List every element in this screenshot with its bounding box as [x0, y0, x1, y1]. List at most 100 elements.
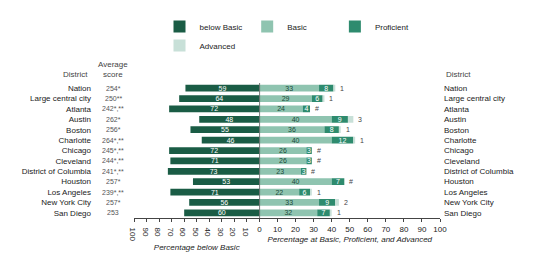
svg-text:250**: 250** — [105, 95, 122, 102]
svg-text:Percentage below Basic: Percentage below Basic — [154, 243, 240, 252]
svg-text:239*,**: 239*,** — [102, 189, 124, 196]
svg-text:Cleveland: Cleveland — [444, 157, 480, 166]
svg-text:7: 7 — [322, 209, 326, 216]
svg-text:Austin: Austin — [444, 115, 466, 124]
svg-text:10: 10 — [273, 225, 282, 234]
svg-text:Chicago: Chicago — [444, 146, 474, 155]
svg-text:Proficient: Proficient — [375, 23, 409, 32]
svg-text:64: 64 — [215, 95, 223, 102]
svg-text:26: 26 — [279, 147, 287, 154]
svg-text:Chicago: Chicago — [62, 146, 92, 155]
svg-text:33: 33 — [285, 85, 293, 92]
svg-text:New York City: New York City — [41, 198, 91, 207]
svg-text:#: # — [317, 157, 321, 164]
svg-text:72: 72 — [210, 147, 218, 154]
svg-text:1: 1 — [346, 126, 350, 133]
svg-text:3: 3 — [307, 157, 311, 164]
svg-text:245*,**: 245*,** — [102, 147, 124, 154]
svg-text:10: 10 — [241, 228, 250, 237]
svg-text:262*: 262* — [106, 116, 121, 123]
svg-text:40: 40 — [292, 178, 300, 185]
svg-text:Boston: Boston — [444, 126, 469, 135]
svg-text:San Diego: San Diego — [54, 209, 92, 218]
svg-text:90: 90 — [141, 228, 150, 237]
svg-text:60: 60 — [178, 228, 187, 237]
svg-text:1: 1 — [317, 189, 321, 196]
svg-text:60: 60 — [363, 225, 372, 234]
svg-text:242*,**: 242*,** — [102, 105, 124, 112]
svg-text:1: 1 — [360, 137, 364, 144]
svg-text:Advanced: Advanced — [200, 42, 236, 51]
svg-text:40: 40 — [292, 137, 300, 144]
svg-text:#: # — [317, 147, 321, 154]
svg-text:Nation: Nation — [68, 84, 91, 93]
svg-text:257*: 257* — [106, 178, 121, 185]
svg-text:40: 40 — [327, 225, 336, 234]
svg-text:#: # — [311, 168, 315, 175]
svg-text:Houston: Houston — [444, 177, 474, 186]
svg-text:Charlotte: Charlotte — [59, 136, 92, 145]
svg-text:6: 6 — [315, 95, 319, 102]
svg-text:100: 100 — [128, 228, 137, 242]
svg-text:241*,**: 241*,** — [102, 168, 124, 175]
svg-text:100: 100 — [433, 225, 447, 234]
svg-text:40: 40 — [292, 116, 300, 123]
svg-text:80: 80 — [399, 225, 408, 234]
svg-text:#: # — [315, 105, 319, 112]
svg-text:below Basic: below Basic — [200, 23, 243, 32]
svg-text:20: 20 — [291, 225, 300, 234]
svg-text:Large central city: Large central city — [30, 94, 91, 103]
svg-text:60: 60 — [218, 209, 226, 216]
svg-text:72: 72 — [210, 105, 218, 112]
svg-text:Los Angeles: Los Angeles — [444, 188, 488, 197]
svg-text:#: # — [349, 178, 353, 185]
svg-text:2: 2 — [344, 199, 348, 206]
svg-text:48: 48 — [225, 116, 233, 123]
svg-text:New York City: New York City — [444, 198, 494, 207]
svg-text:50: 50 — [345, 225, 354, 234]
svg-text:0: 0 — [257, 225, 262, 234]
svg-text:90: 90 — [417, 225, 426, 234]
svg-text:Cleveland: Cleveland — [55, 157, 91, 166]
svg-text:San Diego: San Diego — [444, 209, 482, 218]
svg-text:1: 1 — [337, 209, 341, 216]
svg-text:244*,**: 244*,** — [102, 157, 124, 164]
svg-text:Houston: Houston — [61, 177, 91, 186]
svg-text:26: 26 — [279, 157, 287, 164]
svg-text:46: 46 — [227, 137, 235, 144]
svg-text:256*: 256* — [106, 126, 121, 133]
svg-text:District of Columbia: District of Columbia — [444, 167, 514, 176]
svg-text:71: 71 — [211, 189, 219, 196]
svg-text:50: 50 — [191, 228, 200, 237]
svg-text:40: 40 — [203, 228, 212, 237]
svg-text:29: 29 — [282, 95, 290, 102]
svg-text:20: 20 — [228, 228, 237, 237]
svg-text:73: 73 — [210, 168, 218, 175]
svg-text:Averagescore: Averagescore — [98, 60, 128, 79]
svg-text:53: 53 — [222, 178, 230, 185]
svg-text:36: 36 — [288, 126, 296, 133]
svg-text:6: 6 — [303, 189, 307, 196]
svg-text:55: 55 — [221, 126, 229, 133]
svg-text:253: 253 — [107, 209, 119, 216]
svg-text:9: 9 — [325, 199, 329, 206]
svg-text:33: 33 — [285, 199, 293, 206]
svg-text:8: 8 — [324, 85, 328, 92]
svg-text:71: 71 — [211, 157, 219, 164]
svg-text:Percentage at Basic, Proficien: Percentage at Basic, Proficient, and Adv… — [267, 235, 432, 244]
svg-text:Los Angeles: Los Angeles — [47, 188, 91, 197]
svg-text:Austin: Austin — [69, 115, 91, 124]
svg-text:264*,**: 264*,** — [102, 137, 124, 144]
svg-text:3: 3 — [302, 168, 306, 175]
svg-text:3: 3 — [307, 147, 311, 154]
svg-text:Basic: Basic — [287, 23, 307, 32]
svg-text:56: 56 — [220, 199, 228, 206]
svg-text:4: 4 — [304, 105, 308, 112]
svg-text:22: 22 — [275, 189, 283, 196]
svg-text:District: District — [446, 70, 471, 79]
svg-text:9: 9 — [338, 116, 342, 123]
svg-text:23: 23 — [276, 168, 284, 175]
svg-text:1: 1 — [340, 85, 344, 92]
svg-text:8: 8 — [330, 126, 334, 133]
svg-text:59: 59 — [219, 85, 227, 92]
